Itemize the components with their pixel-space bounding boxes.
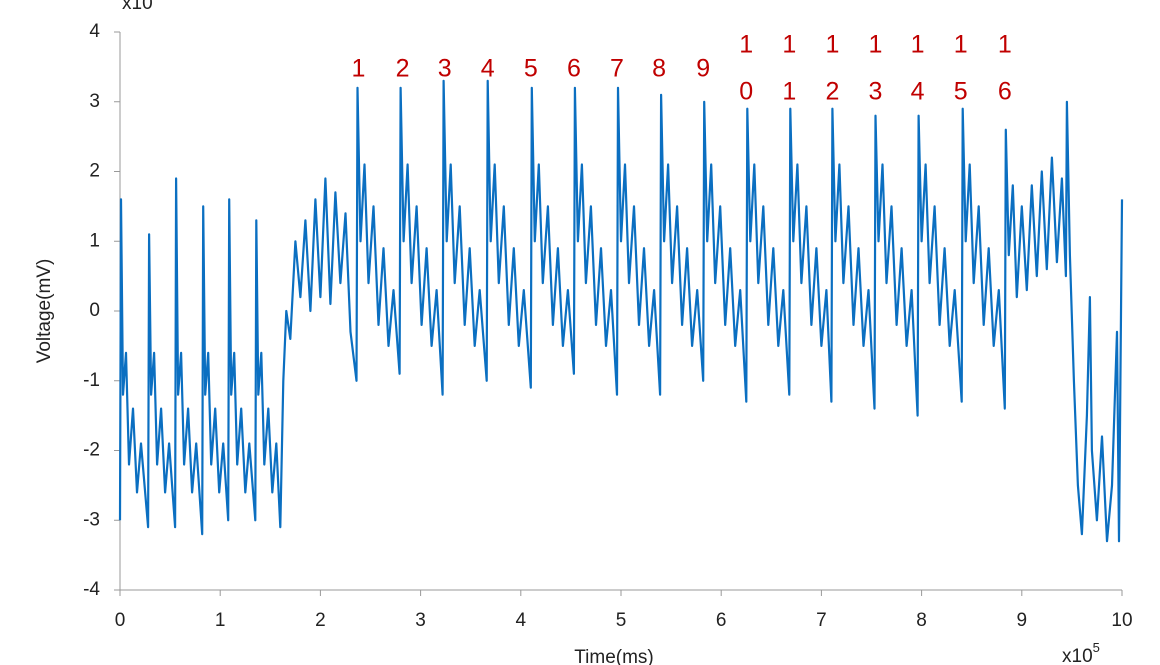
x-tick-label: 2 xyxy=(315,610,326,631)
peak-label: 1 xyxy=(352,55,366,83)
x-tick-label: 0 xyxy=(115,610,126,631)
x-multiplier: x105 xyxy=(1062,640,1100,665)
y-tick-label: -4 xyxy=(83,579,100,600)
x-tick-label: 7 xyxy=(816,610,827,631)
x-tick-label: 5 xyxy=(616,610,627,631)
x-tick-label: 8 xyxy=(916,610,927,631)
peak-label: 1 xyxy=(954,31,968,59)
y-tick-label: 2 xyxy=(89,161,100,182)
x-multiplier-exponent: 5 xyxy=(1093,640,1100,655)
peak-label: 1 xyxy=(739,31,753,59)
y-tick-label: 4 xyxy=(89,21,100,42)
x-axis-title: Time(ms) xyxy=(574,647,654,665)
peak-label: 3 xyxy=(869,78,883,106)
peak-label: 1 xyxy=(911,31,925,59)
peak-label: 3 xyxy=(438,55,452,83)
peak-label: 8 xyxy=(652,55,666,83)
peak-label: 5 xyxy=(954,78,968,106)
peak-label: 6 xyxy=(567,55,581,83)
x-tick-label: 4 xyxy=(516,610,527,631)
x-tick-label: 1 xyxy=(215,610,226,631)
peak-label: 2 xyxy=(396,55,410,83)
peak-label: 1 xyxy=(998,31,1012,59)
y-tick-label: 0 xyxy=(89,300,100,321)
y-multiplier-base: x10 xyxy=(122,0,153,14)
y-multiplier: x10-3 xyxy=(122,0,164,14)
y-tick-label: -3 xyxy=(83,509,100,530)
peak-label: 1 xyxy=(825,31,839,59)
peak-label: 1 xyxy=(782,78,796,106)
signal-line xyxy=(118,79,1124,543)
peak-label: 6 xyxy=(998,78,1012,106)
x-tick-label: 3 xyxy=(415,610,426,631)
y-tick-label: 3 xyxy=(89,91,100,112)
y-tick-label: -1 xyxy=(83,370,100,391)
peak-label: 1 xyxy=(782,31,796,59)
y-tick-label: -2 xyxy=(83,440,100,461)
y-tick-label: 1 xyxy=(89,230,100,251)
peak-label: 5 xyxy=(524,55,538,83)
peak-label: 7 xyxy=(610,55,624,83)
y-axis-title: Voltage(mV) xyxy=(34,259,55,364)
peak-label: 0 xyxy=(739,78,753,106)
peak-label: 2 xyxy=(825,78,839,106)
x-tick-label: 6 xyxy=(716,610,727,631)
x-tick-label: 10 xyxy=(1111,610,1132,631)
x-tick-label: 9 xyxy=(1017,610,1028,631)
peak-label: 4 xyxy=(481,55,495,83)
x-multiplier-base: x10 xyxy=(1062,646,1093,665)
peak-label: 1 xyxy=(869,31,883,59)
peak-label: 9 xyxy=(696,55,710,83)
y-multiplier-exponent: -3 xyxy=(153,0,165,2)
peak-label: 4 xyxy=(911,78,925,106)
